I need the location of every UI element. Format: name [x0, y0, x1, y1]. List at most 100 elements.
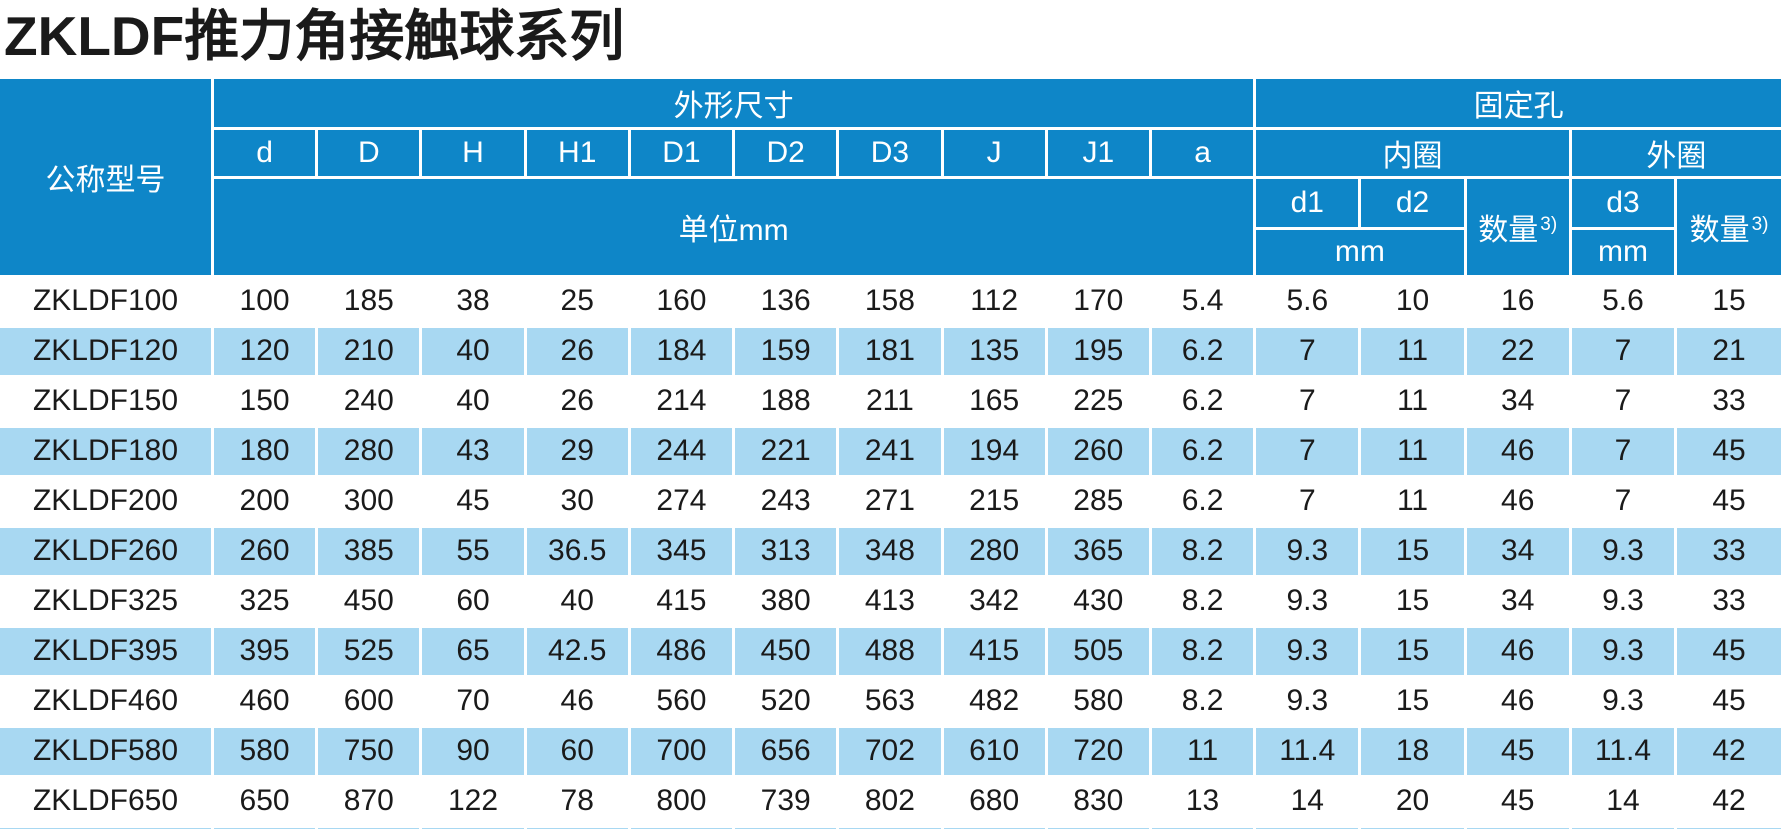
value-cell [836, 824, 942, 829]
value-cell-d: 580 [210, 724, 317, 778]
value-cell-D: 300 [315, 474, 421, 528]
value-cell-d3: 7 [1568, 474, 1676, 528]
value-cell-d3: 7 [1568, 424, 1676, 478]
value-cell-d2: 15 [1358, 574, 1466, 628]
value-cell [315, 824, 421, 829]
value-cell-D: 210 [315, 324, 421, 378]
value-cell [1463, 824, 1571, 829]
value-cell-J: 415 [940, 624, 1047, 678]
value-cell-D1: 214 [627, 374, 734, 428]
value-cell-H1: 46 [523, 674, 630, 728]
value-cell-J1: 720 [1044, 724, 1151, 778]
value-cell-D1: 486 [627, 624, 734, 678]
value-cell-D2: 188 [732, 374, 838, 428]
col-header-D: D [315, 126, 423, 179]
value-cell-D2: 221 [732, 424, 838, 478]
value-cell-outer-qty: 45 [1674, 424, 1781, 478]
value-cell-D1: 345 [627, 524, 734, 578]
value-cell-inner-qty: 34 [1463, 374, 1571, 428]
table-header: 公称型号 外形尺寸 固定孔 d D H H1 D1 D2 D3 J J1 a 内… [0, 79, 1781, 278]
value-cell-D1: 800 [627, 774, 734, 828]
value-cell-J: 135 [940, 324, 1047, 378]
value-cell-d2: 10 [1358, 274, 1466, 328]
value-cell-outer-qty: 33 [1674, 524, 1781, 578]
table-row: ZKLDF100 100 185 38 25 160 136 158 112 1… [0, 274, 1781, 328]
value-cell-D1: 244 [627, 424, 734, 478]
value-cell-D3: 488 [836, 624, 942, 678]
value-cell [732, 824, 838, 829]
col-header-D2: D2 [732, 126, 840, 179]
value-cell-H1: 78 [523, 774, 630, 828]
value-cell-D: 280 [315, 424, 421, 478]
value-cell-d3: 14 [1568, 774, 1676, 828]
value-cell-D: 385 [315, 524, 421, 578]
value-cell-inner-qty: 22 [1463, 324, 1571, 378]
value-cell-d1: 7 [1253, 424, 1360, 478]
value-cell-d2: 11 [1358, 474, 1466, 528]
value-cell-J: 194 [940, 424, 1047, 478]
value-cell-a: 11 [1148, 724, 1255, 778]
col-header-outer-qty: 数量 3) [1674, 175, 1781, 278]
model-cell: ZKLDF580 [0, 724, 213, 778]
value-cell-inner-qty: 46 [1463, 624, 1571, 678]
header-inner-mm: mm [1253, 226, 1467, 278]
value-cell-inner-qty: 45 [1463, 724, 1571, 778]
value-cell-J1: 830 [1044, 774, 1151, 828]
clipped-partial-row [0, 824, 1781, 829]
value-cell-d2: 15 [1358, 524, 1466, 578]
value-cell-inner-qty: 45 [1463, 774, 1571, 828]
value-cell-d3: 9.3 [1568, 524, 1676, 578]
value-cell-H1: 30 [523, 474, 630, 528]
value-cell-H: 90 [419, 724, 526, 778]
col-header-d2: d2 [1358, 175, 1467, 230]
value-cell-d2: 11 [1358, 374, 1466, 428]
value-cell-J1: 505 [1044, 624, 1151, 678]
value-cell-d: 395 [210, 624, 317, 678]
value-cell-d3: 9.3 [1568, 574, 1676, 628]
value-cell-outer-qty: 45 [1674, 474, 1781, 528]
value-cell-D3: 271 [836, 474, 942, 528]
value-cell-D2: 243 [732, 474, 838, 528]
qty-label: 数量 [1478, 213, 1539, 247]
value-cell-outer-qty: 15 [1674, 274, 1781, 328]
col-header-D3: D3 [836, 126, 944, 179]
value-cell-D: 870 [315, 774, 421, 828]
value-cell-J: 342 [940, 574, 1047, 628]
value-cell-D1: 415 [627, 574, 734, 628]
table-row: ZKLDF460 460 600 70 46 560 520 563 482 5… [0, 674, 1781, 728]
value-cell-H1: 60 [523, 724, 630, 778]
header-group-dimensions: 外形尺寸 [210, 79, 1257, 130]
value-cell-D1: 560 [627, 674, 734, 728]
value-cell-a: 6.2 [1148, 424, 1255, 478]
value-cell-D3: 241 [836, 424, 942, 478]
header-outer-mm: mm [1568, 226, 1678, 278]
value-cell-d2: 18 [1358, 724, 1466, 778]
value-cell-d1: 7 [1253, 324, 1360, 378]
value-cell-d3: 7 [1568, 374, 1676, 428]
value-cell-H1: 36.5 [523, 524, 630, 578]
value-cell-d2: 15 [1358, 624, 1466, 678]
model-cell: ZKLDF325 [0, 574, 213, 628]
header-outer-ring: 外圈 [1568, 126, 1781, 179]
value-cell-J1: 225 [1044, 374, 1151, 428]
col-header-H: H [419, 126, 527, 179]
value-cell-J: 280 [940, 524, 1047, 578]
value-cell-d2: 20 [1358, 774, 1466, 828]
value-cell-H: 55 [419, 524, 526, 578]
col-header-inner-qty: 数量 3) [1463, 175, 1572, 278]
header-model-column: 公称型号 [0, 79, 214, 278]
col-header-a: a [1148, 126, 1257, 179]
value-cell [627, 824, 734, 829]
value-cell-inner-qty: 16 [1463, 274, 1571, 328]
value-cell-D: 185 [315, 274, 421, 328]
value-cell-D3: 348 [836, 524, 942, 578]
qty-footnote-mark: 3) [1751, 213, 1769, 235]
value-cell-a: 13 [1148, 774, 1255, 828]
value-cell-d1: 5.6 [1253, 274, 1360, 328]
value-cell [210, 824, 317, 829]
value-cell-J: 215 [940, 474, 1047, 528]
value-cell-outer-qty: 45 [1674, 674, 1781, 728]
value-cell [523, 824, 630, 829]
value-cell-D3: 702 [836, 724, 942, 778]
